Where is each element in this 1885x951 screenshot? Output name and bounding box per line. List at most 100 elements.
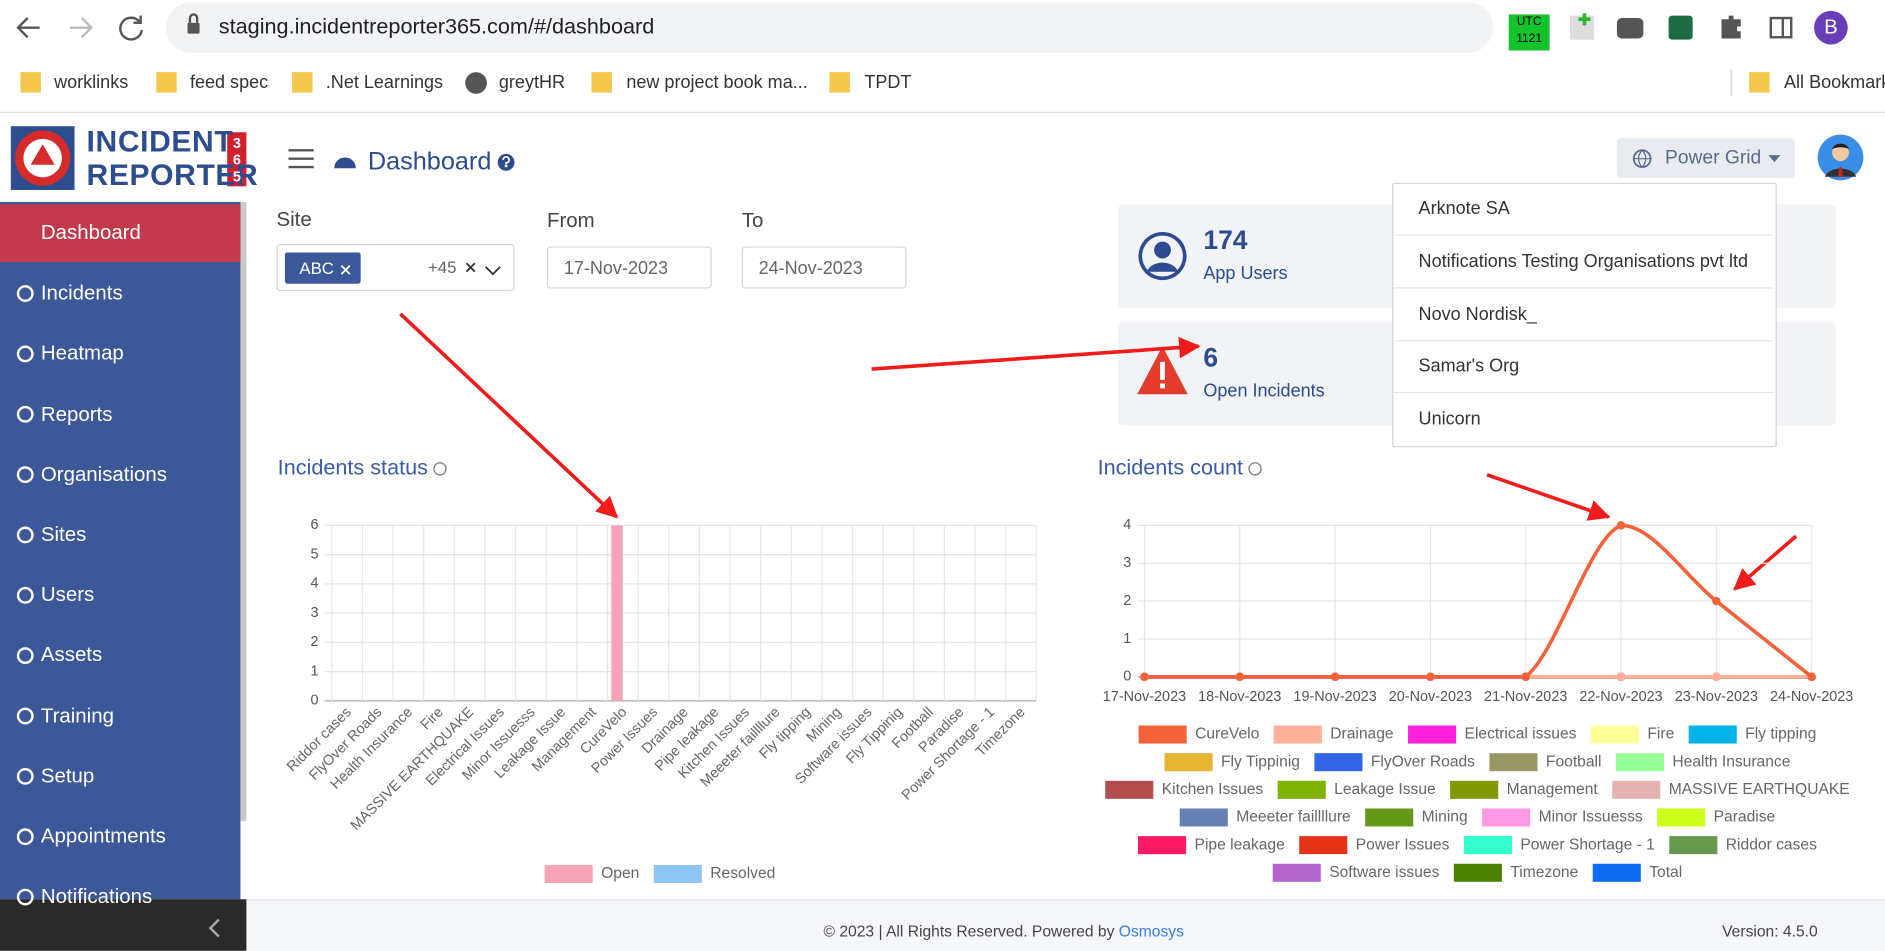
badge-bottom: 1121 xyxy=(1516,32,1543,46)
sidebar-footer[interactable] xyxy=(0,899,247,951)
sidebar-item[interactable]: Incidents xyxy=(40,281,123,305)
url[interactable]: staging.incidentreporter365.com/#/dashbo… xyxy=(218,14,655,39)
org-option[interactable]: Novo Nordisk_ xyxy=(1393,289,1774,341)
x-tick-label: 23-Nov-2023 xyxy=(1675,689,1758,705)
legend-item: Fly Tippinig xyxy=(1164,753,1300,772)
legend-label: Kitchen Issues xyxy=(1162,781,1264,798)
x-tick-label: 20-Nov-2023 xyxy=(1389,689,1472,705)
scrollbar xyxy=(240,201,247,822)
legend-swatch xyxy=(1314,753,1363,772)
stat-label[interactable]: Open Incidents xyxy=(1203,381,1325,402)
legend-item: Football xyxy=(1489,753,1601,772)
sidebar-icon xyxy=(16,466,34,484)
legend-item: Health Insurance xyxy=(1615,753,1790,772)
legend-swatch xyxy=(1463,836,1512,855)
from-input[interactable]: 17-Nov-2023 xyxy=(546,246,712,289)
legend-label: Mining xyxy=(1422,809,1468,826)
legend-swatch xyxy=(1164,753,1213,772)
help-icon xyxy=(1248,462,1262,476)
avatar[interactable] xyxy=(1816,133,1864,181)
sidebar-item[interactable]: Organisations xyxy=(40,462,167,486)
copyright: © 2023 | All Rights Reserved. Powered by… xyxy=(823,922,1183,940)
site-chip-label: ABC xyxy=(299,258,334,278)
sidebar-item[interactable]: Sites xyxy=(40,522,87,546)
sidebar-item[interactable]: Heatmap xyxy=(40,341,124,365)
legend-swatch xyxy=(1272,863,1321,882)
org-option[interactable]: Samar's Org xyxy=(1393,342,1774,394)
sidebar-icon xyxy=(16,828,34,846)
bookmark[interactable]: greytHR xyxy=(498,72,566,93)
collapse-icon[interactable] xyxy=(204,916,223,940)
legend-item: Electrical issues xyxy=(1408,725,1577,744)
bookmark[interactable]: TPDT xyxy=(864,72,912,93)
bookmark[interactable]: feed spec xyxy=(189,72,269,93)
sidebar-item[interactable]: Dashboard xyxy=(0,204,241,263)
header-icons xyxy=(288,149,515,171)
sidebar-item[interactable]: Assets xyxy=(40,643,103,667)
to-input[interactable]: 24-Nov-2023 xyxy=(741,246,907,289)
x-tick-label: 24-Nov-2023 xyxy=(1770,689,1853,705)
legend-swatch xyxy=(1273,725,1322,744)
legend-label: Software issues xyxy=(1329,864,1439,881)
all-bookmarks[interactable]: All Bookmarks xyxy=(1784,72,1885,93)
sidebar-icon xyxy=(16,888,34,906)
legend-item: FlyOver Roads xyxy=(1314,753,1475,772)
y-tick-label: 1 xyxy=(311,663,319,679)
legend-label: Power Shortage - 1 xyxy=(1520,836,1655,853)
legend-item: Kitchen Issues xyxy=(1105,780,1264,799)
legend-swatch xyxy=(1453,863,1502,882)
legend-item: Drainage xyxy=(1273,725,1394,744)
legend-swatch xyxy=(1277,780,1326,799)
legend-swatch xyxy=(1450,780,1499,799)
org-selector[interactable] xyxy=(1616,138,1795,178)
profile[interactable]: B xyxy=(1824,15,1838,39)
legend-item: Paradise xyxy=(1657,808,1775,827)
bookmark[interactable]: .Net Learnings xyxy=(325,72,444,93)
legend-swatch xyxy=(1138,725,1187,744)
legend-label: Fly tipping xyxy=(1745,726,1816,743)
legend-item: Pipe leakage xyxy=(1138,836,1285,855)
sidebar-icon xyxy=(16,526,34,544)
org-option[interactable]: Notifications Testing Organisations pvt … xyxy=(1393,237,1774,289)
stat-icons xyxy=(1137,232,1188,395)
bookmark[interactable]: worklinks xyxy=(54,72,129,93)
footer-link[interactable]: Osmosys xyxy=(1118,922,1184,941)
x-tick-label: 17-Nov-2023 xyxy=(1103,689,1186,705)
point xyxy=(1712,596,1721,606)
site-more: +45 xyxy=(427,257,457,277)
legend-swatch xyxy=(544,864,593,883)
y-tick-label: 5 xyxy=(311,546,319,562)
from-label: From xyxy=(546,209,595,233)
extension-badge[interactable]: UTC 1121 xyxy=(1509,14,1550,48)
sidebar-item[interactable]: Notifications xyxy=(40,885,153,908)
site-label: Site xyxy=(276,207,312,231)
x-tick-label: 22-Nov-2023 xyxy=(1579,689,1662,705)
sidebar-item[interactable]: Reports xyxy=(40,402,113,426)
point xyxy=(1330,672,1340,682)
sidebar-item[interactable]: Setup xyxy=(40,764,95,788)
org-option[interactable]: Arknote SA xyxy=(1393,184,1774,236)
legend-swatch xyxy=(1482,808,1531,827)
legend-swatch xyxy=(1657,808,1706,827)
point xyxy=(1235,672,1244,682)
point xyxy=(1616,521,1626,530)
version: Version: 4.5.0 xyxy=(1722,922,1818,941)
sidebar-item[interactable]: Users xyxy=(40,583,95,607)
stat-label[interactable]: App Users xyxy=(1203,263,1288,284)
org-option[interactable]: Unicorn xyxy=(1418,408,1481,430)
sidebar-item[interactable]: Training xyxy=(40,703,114,727)
point xyxy=(1616,672,1626,682)
legend-label: Minor Issuesss xyxy=(1539,809,1643,826)
bookmark[interactable]: new project book ma... xyxy=(626,72,808,93)
legend-item: Resolved xyxy=(653,864,775,883)
site-select[interactable] xyxy=(276,244,515,291)
legend-item: Open xyxy=(544,864,639,883)
sidebar-item[interactable]: Appointments xyxy=(40,824,166,848)
logo-icon xyxy=(10,126,247,190)
legend-label: Pipe leakage xyxy=(1195,836,1285,853)
site-icons xyxy=(340,262,501,276)
legend-swatch xyxy=(1138,836,1187,855)
